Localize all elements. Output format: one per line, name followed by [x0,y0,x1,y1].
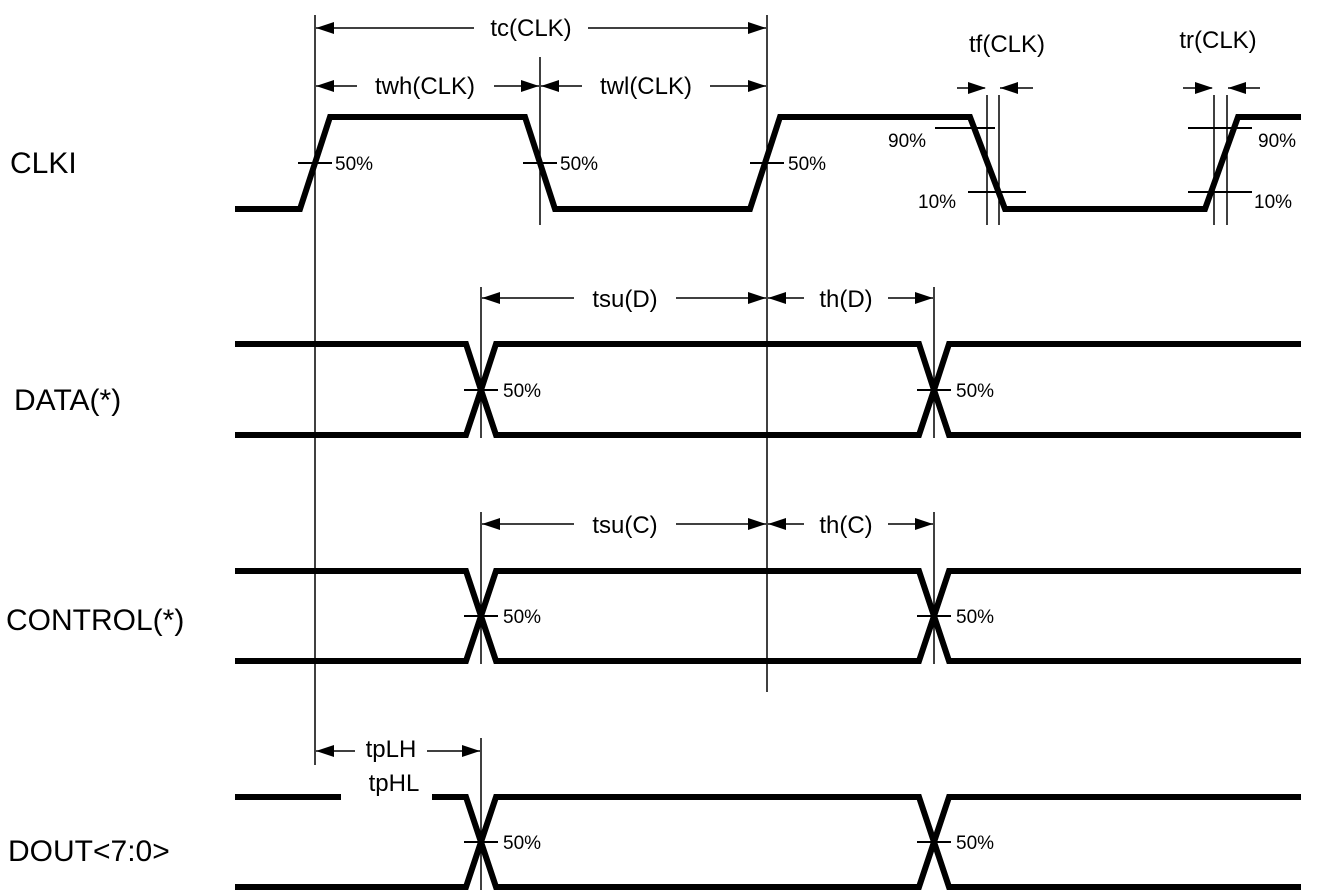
tc-label: tc(CLK) [490,15,571,42]
tr-10-label: 10% [1254,192,1292,213]
control-50-label-2: 50% [956,607,994,628]
signal-label-data: DATA(*) [14,384,121,417]
clk-50-label-2: 50% [560,154,598,175]
twh-label-bg [357,68,494,98]
twl-arrow-left [541,80,559,92]
tphl-label: tpHL [369,770,420,797]
tsu-d-arrow-left [482,292,500,304]
signal-label-clki: CLKI [10,147,77,180]
twl-arrow-right [748,80,766,92]
data-50-label-1: 50% [503,381,541,402]
dout-50-label-1: 50% [503,833,541,854]
signal-label-control: CONTROL(*) [6,604,184,637]
clk-50-label-1: 50% [335,154,373,175]
th-d-arrow-right [915,292,933,304]
tsu-c-label: tsu(C) [592,512,657,539]
th-d-label-bg [804,281,888,311]
dout-50-label-2: 50% [956,833,994,854]
tf-label: tf(CLK) [969,31,1045,58]
tsu-c-arrow-left [482,518,500,530]
tr-90-label: 90% [1258,131,1296,152]
tr-arrow-left [1195,82,1213,94]
tsu-c-label-bg [574,507,676,537]
tc-arrow-left [316,22,334,34]
th-c-label-bg [804,507,888,537]
control-waveform-top [235,568,1301,626]
dout-waveform-top-2 [432,794,1301,852]
th-d-arrow-left [768,292,786,304]
th-d-label: th(D) [819,286,872,313]
data-waveform-bottom [235,380,1301,438]
tf-arrow-left [968,82,986,94]
twl-label: twl(CLK) [600,73,692,100]
tsu-d-label: tsu(D) [592,286,657,313]
data-50-label-2: 50% [956,381,994,402]
signal-label-dout: DOUT<7:0> [8,835,170,868]
tc-label-bg [474,10,588,40]
twh-label: twh(CLK) [375,73,475,100]
tr-arrow-right [1228,82,1246,94]
tsu-c-arrow-right [748,518,766,530]
control-waveform-bottom [235,606,1301,664]
tf-arrow-right [1000,82,1018,94]
tplh-label: tpLH [366,736,417,763]
data-waveform-top [235,341,1301,400]
dout-waveform-bottom [235,832,1301,890]
tc-arrow-right [748,22,766,34]
control-50-label-1: 50% [503,607,541,628]
tr-label: tr(CLK) [1179,27,1256,54]
tp-arrow-left [316,745,334,757]
twh-arrow-right [521,80,539,92]
twl-label-bg [582,68,710,98]
twh-arrow-left [316,80,334,92]
tsu-d-label-bg [574,281,676,311]
tsu-d-arrow-right [748,292,766,304]
th-c-arrow-left [768,518,786,530]
th-c-arrow-right [915,518,933,530]
tp-arrow-right [462,745,480,757]
tf-90-label: 90% [888,131,926,152]
clk-50-label-3: 50% [788,154,826,175]
th-c-label: th(C) [819,512,872,539]
tf-10-label: 10% [918,192,956,213]
tplh-label-bg [355,733,427,763]
